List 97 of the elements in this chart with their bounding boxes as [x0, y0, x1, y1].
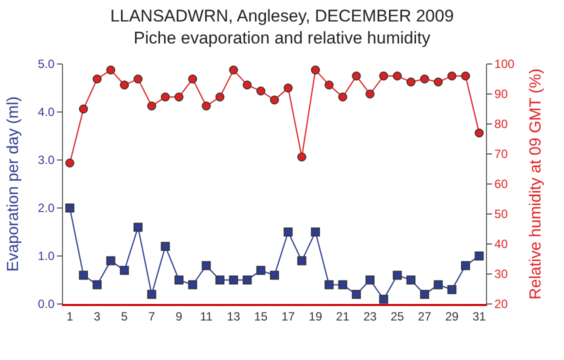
point	[106, 256, 116, 266]
y2-axis-title: Relative humidity at 09 GMT (%)	[527, 68, 544, 300]
point	[324, 80, 334, 90]
point	[229, 276, 238, 284]
x-tick-label: 3	[94, 309, 101, 324]
y-tick-label: 3.0	[38, 153, 55, 168]
point	[160, 242, 170, 251]
point	[270, 96, 279, 104]
x-tick-label: 19	[308, 309, 322, 324]
point	[366, 276, 375, 284]
point	[160, 92, 170, 102]
point	[147, 290, 156, 299]
point	[379, 294, 388, 304]
point	[406, 78, 416, 86]
y2-tick-label: 50	[494, 207, 508, 222]
point	[338, 92, 348, 102]
point	[461, 72, 470, 80]
y2-tick-label: 30	[494, 267, 508, 282]
y-tick-label: 4.0	[38, 105, 55, 120]
point	[310, 66, 320, 74]
point	[474, 252, 484, 260]
x-tick-label: 29	[445, 309, 459, 324]
y-axis-title: Evaporation per day (ml)	[4, 96, 22, 272]
y2-tick-label: 100	[494, 57, 515, 72]
point	[474, 128, 484, 138]
point	[242, 80, 252, 90]
x-tick-label: 31	[472, 309, 486, 324]
point	[242, 276, 252, 284]
point	[78, 270, 88, 280]
x-tick-label: 25	[390, 309, 404, 324]
y2-tick-label: 80	[494, 117, 508, 132]
point	[106, 66, 116, 74]
point	[92, 74, 102, 84]
x-tick-label: 27	[418, 309, 432, 324]
y2-tick-label: 20	[494, 297, 508, 312]
point	[434, 280, 443, 290]
point	[134, 222, 143, 232]
point	[65, 204, 74, 212]
point	[256, 266, 266, 275]
point	[78, 104, 88, 114]
x-tick-label: 17	[281, 309, 296, 324]
x-tick-label: 1	[66, 309, 74, 324]
point	[174, 92, 184, 102]
point	[406, 276, 416, 284]
point	[215, 276, 224, 284]
x-tick-label: 11	[200, 309, 213, 324]
y-tick-label: 2.0	[38, 201, 55, 216]
point	[270, 270, 279, 280]
point	[420, 74, 430, 84]
point	[65, 158, 74, 168]
point	[310, 228, 320, 236]
point	[120, 80, 129, 90]
y-tick-label: 1.0	[38, 249, 55, 264]
y2-tick-label: 60	[494, 177, 508, 192]
point	[120, 266, 129, 275]
point	[202, 261, 211, 270]
point	[379, 72, 388, 80]
x-tick-label: 7	[148, 309, 156, 324]
point	[352, 290, 361, 299]
point	[392, 270, 402, 280]
y-tick-label: 0.0	[38, 297, 55, 312]
point	[297, 256, 306, 266]
x-tick-label: 9	[176, 309, 183, 324]
point	[447, 285, 456, 294]
point	[284, 84, 293, 92]
y-tick-label: 5.0	[38, 57, 55, 72]
x-tick-label: 15	[254, 309, 268, 324]
point	[324, 280, 334, 290]
point	[352, 72, 361, 80]
point	[447, 72, 456, 80]
x-tick-label: 21	[336, 309, 350, 324]
point	[284, 228, 293, 236]
point	[134, 74, 143, 84]
point	[202, 102, 211, 110]
point	[256, 86, 266, 96]
y2-tick-label: 70	[494, 147, 508, 162]
y2-tick-label: 40	[494, 237, 508, 252]
chart-title: LLANSADWRN, Anglesey, DECEMBER 2009	[110, 6, 454, 26]
chart-subtitle: Piche evaporation and relative humidity	[134, 28, 431, 48]
point	[366, 90, 375, 98]
x-tick-label: 13	[226, 309, 241, 324]
point	[229, 66, 238, 74]
point	[461, 261, 470, 270]
point	[188, 280, 198, 290]
point	[174, 276, 184, 284]
x-tick-label: 23	[363, 309, 378, 324]
x-tick-label: 5	[121, 309, 128, 324]
point	[338, 280, 348, 290]
point	[92, 280, 102, 290]
point	[215, 92, 224, 102]
point	[434, 78, 443, 86]
point	[147, 102, 156, 110]
point	[420, 290, 430, 299]
point	[392, 72, 402, 80]
point	[297, 152, 306, 162]
y2-tick-label: 90	[494, 87, 508, 102]
point	[188, 74, 198, 84]
